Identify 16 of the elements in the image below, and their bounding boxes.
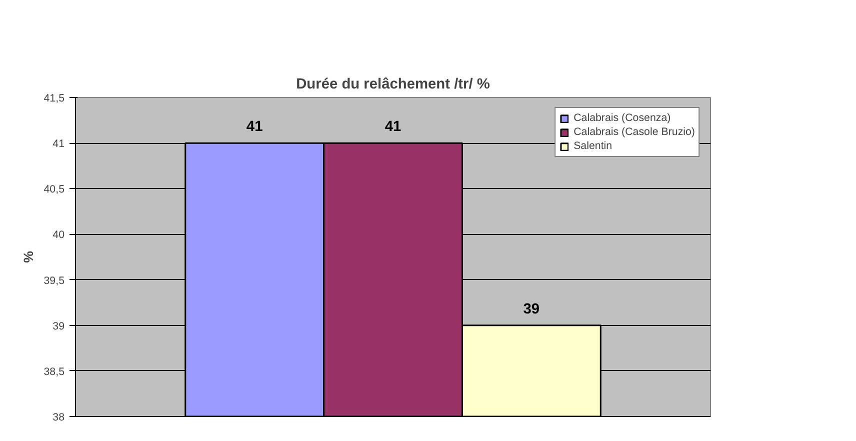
y-tick-label: 40 bbox=[52, 229, 65, 242]
y-tick-label: 39 bbox=[52, 320, 65, 332]
data-label: 41 bbox=[384, 119, 402, 136]
y-tick-label: 41,5 bbox=[44, 92, 65, 104]
y-tick-label: 38,5 bbox=[44, 366, 65, 378]
y-tick-label: 40,5 bbox=[44, 184, 65, 196]
y-tick-label: 39,5 bbox=[44, 274, 65, 287]
legend-label: Calabrais (Casole Bruzio) bbox=[574, 126, 695, 138]
y-tick-label: 38 bbox=[52, 412, 65, 424]
data-label: 41 bbox=[246, 119, 263, 136]
legend-label: Salentin bbox=[574, 140, 612, 152]
chart-title: Durée du relâchement /tr/ % bbox=[296, 76, 490, 92]
data-label: 39 bbox=[523, 301, 540, 318]
y-axis-title: % bbox=[20, 250, 36, 263]
legend-label: Calabrais (Cosenza) bbox=[574, 112, 671, 124]
y-tick-label: 41 bbox=[52, 138, 65, 150]
